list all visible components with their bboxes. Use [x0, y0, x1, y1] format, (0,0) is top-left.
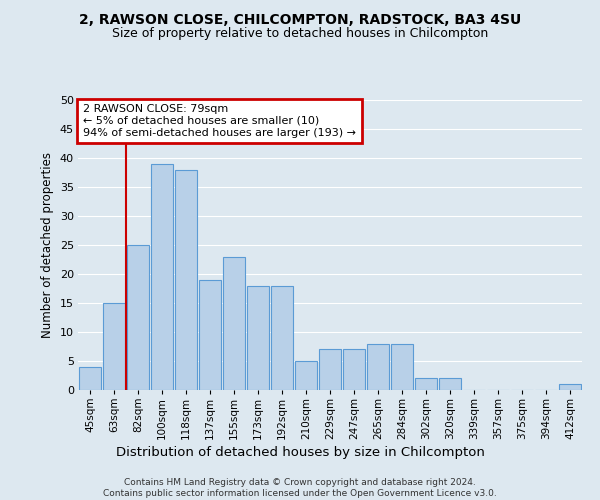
- Bar: [391, 344, 413, 390]
- Text: Size of property relative to detached houses in Chilcompton: Size of property relative to detached ho…: [112, 28, 488, 40]
- Bar: [343, 350, 365, 390]
- Bar: [319, 350, 341, 390]
- Bar: [295, 361, 317, 390]
- Bar: [151, 164, 173, 390]
- Text: Distribution of detached houses by size in Chilcompton: Distribution of detached houses by size …: [116, 446, 484, 459]
- Text: Contains HM Land Registry data © Crown copyright and database right 2024.
Contai: Contains HM Land Registry data © Crown c…: [103, 478, 497, 498]
- Bar: [175, 170, 197, 390]
- Y-axis label: Number of detached properties: Number of detached properties: [41, 152, 54, 338]
- Bar: [415, 378, 437, 390]
- Bar: [127, 245, 149, 390]
- Bar: [559, 384, 581, 390]
- Bar: [223, 256, 245, 390]
- Text: 2, RAWSON CLOSE, CHILCOMPTON, RADSTOCK, BA3 4SU: 2, RAWSON CLOSE, CHILCOMPTON, RADSTOCK, …: [79, 12, 521, 26]
- Bar: [271, 286, 293, 390]
- Bar: [103, 303, 125, 390]
- Bar: [199, 280, 221, 390]
- Bar: [439, 378, 461, 390]
- Bar: [247, 286, 269, 390]
- Bar: [367, 344, 389, 390]
- Text: 2 RAWSON CLOSE: 79sqm
← 5% of detached houses are smaller (10)
94% of semi-detac: 2 RAWSON CLOSE: 79sqm ← 5% of detached h…: [83, 104, 356, 138]
- Bar: [79, 367, 101, 390]
